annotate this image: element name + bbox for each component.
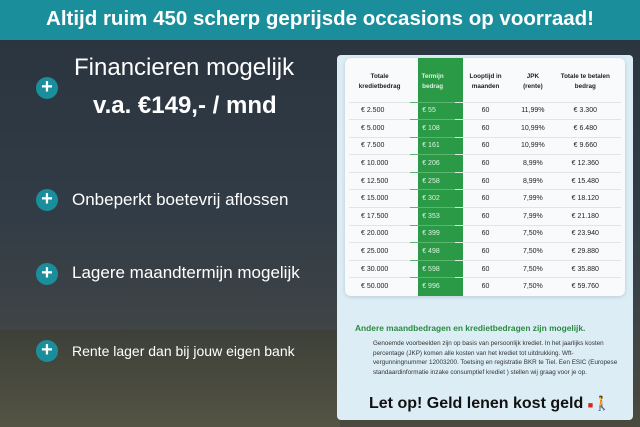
table-cell: € 55	[410, 101, 455, 120]
column-header: Totale te betalen bedrag	[560, 72, 610, 90]
table-cell: € 6.480	[549, 119, 621, 138]
feature-repay: Onbeperkt boetevrij aflossen	[72, 190, 289, 209]
table-cell: € 30.000	[349, 259, 411, 278]
table-cell: € 17.500	[349, 207, 411, 226]
table-cell: € 12.500	[349, 171, 411, 190]
table-cell: 10,99%	[516, 119, 550, 138]
table-cell: € 29.880	[549, 242, 621, 261]
table-row: € 17.500 € 353 60 7,99% € 21.180	[349, 207, 621, 226]
table-cell: € 161	[410, 136, 455, 155]
column-header: Looptijd in maanden	[469, 72, 502, 90]
table-cell: 7,99%	[516, 189, 550, 208]
column-header: Totale kredietbedrag	[358, 72, 401, 90]
table-cell: € 206	[410, 154, 455, 173]
table-cell: 7,50%	[516, 277, 550, 296]
table-cell: € 20.000	[349, 224, 411, 243]
table-row: € 2.500 € 55 60 11,99% € 3.300	[349, 101, 621, 120]
table-row: € 12.500 € 258 60 8,99% € 15.480	[349, 171, 621, 190]
plus-icon: +	[36, 77, 58, 99]
warning-text: Let op! Geld lenen kost geld ■🚶	[369, 393, 611, 415]
feature-rate: Rente lager dan bij jouw eigen bank	[72, 343, 295, 359]
table-row: € 25.000 € 498 60 7,50% € 29.880	[349, 242, 621, 261]
table-row: € 30.000 € 598 60 7,50% € 35.880	[349, 259, 621, 278]
table-cell: € 7.500	[349, 136, 411, 155]
table-cell: € 498	[410, 242, 455, 261]
table-cell: 60	[454, 277, 517, 296]
table-cell: 60	[454, 101, 517, 120]
plus-icon: +	[36, 189, 58, 211]
table-cell: 60	[454, 136, 517, 155]
table-cell: 8,99%	[516, 154, 550, 173]
column-header: JPK (rente)	[523, 72, 543, 90]
table-cell: € 108	[410, 119, 455, 138]
note-title: Andere maandbedragen en kredietbedragen …	[355, 323, 586, 333]
table-cell: € 258	[410, 171, 455, 190]
top-banner: Altijd ruim 450 scherp geprijsde occasio…	[0, 0, 640, 40]
table-cell: € 35.880	[549, 259, 621, 278]
plus-icon: +	[36, 263, 58, 285]
table-cell: 10,99%	[516, 136, 550, 155]
table-cell: € 23.940	[549, 224, 621, 243]
table-cell: € 59.760	[549, 277, 621, 296]
feature-financing: Financieren mogelijk	[74, 54, 295, 81]
table-cell: 60	[454, 224, 517, 243]
table-cell: 60	[454, 242, 517, 261]
table-cell: € 598	[410, 259, 455, 278]
table-cell: 7,99%	[516, 207, 550, 226]
table-cell: 8,99%	[516, 171, 550, 190]
walking-person-icon: ■🚶	[587, 395, 611, 411]
table-cell: 60	[454, 259, 517, 278]
table-cell: 7,50%	[516, 224, 550, 243]
feature-financing-price: v.a. €149,- / mnd	[93, 92, 277, 119]
table-cell: 60	[454, 189, 517, 208]
table-cell: € 353	[410, 207, 455, 226]
table-cell: 60	[454, 119, 517, 138]
table-cell: 11,99%	[516, 101, 550, 120]
table-cell: 7,50%	[516, 242, 550, 261]
table-cell: € 21.180	[549, 207, 621, 226]
table-cell: € 15.480	[549, 171, 621, 190]
table-cell: € 399	[410, 224, 455, 243]
table-cell: € 15.000	[349, 189, 411, 208]
table-row: € 20.000 € 399 60 7,50% € 23.940	[349, 224, 621, 243]
finance-table: Totale kredietbedrag Termijn bedrag Loopti…	[349, 62, 621, 296]
table-cell: 60	[454, 207, 517, 226]
table-row: € 15.000 € 302 60 7,99% € 18.120	[349, 189, 621, 208]
table-cell: € 12.360	[549, 154, 621, 173]
column-header: Termijn bedrag	[421, 72, 444, 90]
table-cell: € 25.000	[349, 242, 411, 261]
table-row: € 50.000 € 996 60 7,50% € 59.760	[349, 277, 621, 296]
table-cell: € 996	[410, 277, 455, 296]
table-cell: 7,50%	[516, 259, 550, 278]
table-row: € 7.500 € 161 60 10,99% € 9.660	[349, 136, 621, 155]
finance-panel: Totale kredietbedrag Termijn bedrag Loopti…	[337, 55, 633, 420]
table-cell: € 302	[410, 189, 455, 208]
table-cell: € 5.000	[349, 119, 411, 138]
table-row: € 5.000 € 108 60 10,99% € 6.480	[349, 119, 621, 138]
table-cell: € 9.660	[549, 136, 621, 155]
table-cell: € 18.120	[549, 189, 621, 208]
table-cell: € 2.500	[349, 101, 411, 120]
table-cell: € 3.300	[549, 101, 621, 120]
table-cell: 60	[454, 171, 517, 190]
plus-icon: +	[36, 340, 58, 362]
warning-label: Let op! Geld lenen kost geld	[369, 395, 584, 412]
table-cell: € 50.000	[349, 277, 411, 296]
finance-table-card: Totale kredietbedrag Termijn bedrag Loopti…	[345, 58, 625, 296]
disclaimer-text: Genoemde voorbeelden zijn op basis van p…	[373, 340, 618, 376]
feature-lower-term: Lagere maandtermijn mogelijk	[72, 263, 300, 282]
table-cell: € 10.000	[349, 154, 411, 173]
table-cell: 60	[454, 154, 517, 173]
table-row: € 10.000 € 206 60 8,99% € 12.360	[349, 154, 621, 173]
